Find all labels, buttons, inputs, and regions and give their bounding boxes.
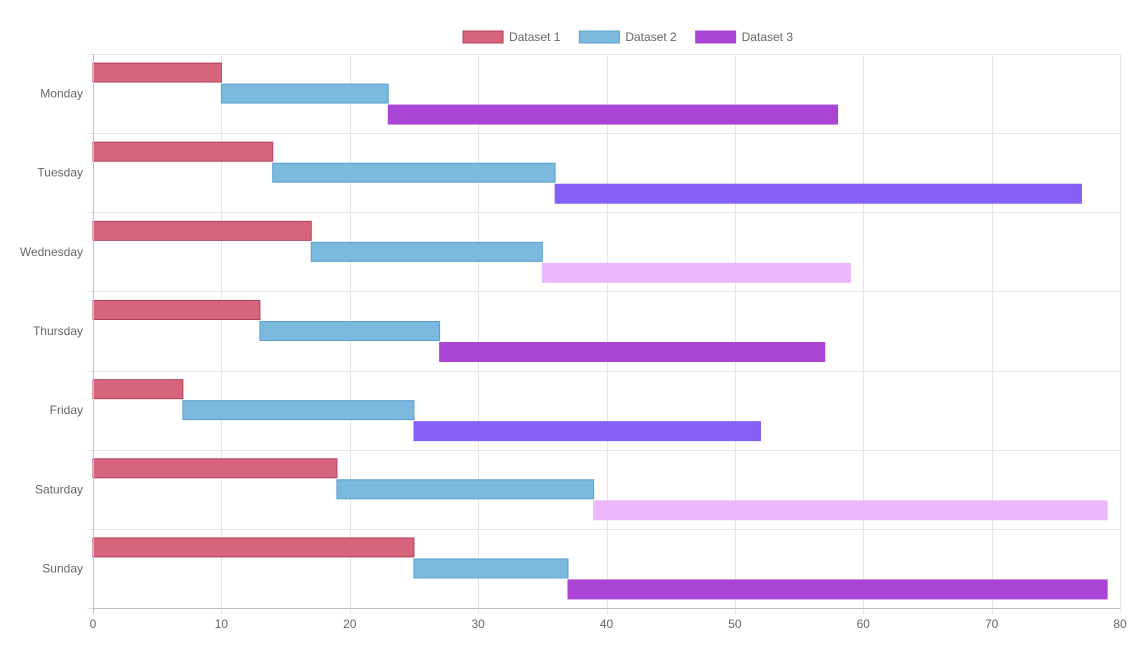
bar-dataset-1-friday[interactable] bbox=[92, 379, 184, 400]
x-tick-label: 10 bbox=[215, 617, 229, 631]
bars bbox=[92, 62, 1108, 600]
y-tick-label: Sunday bbox=[42, 561, 83, 575]
bar-dataset-1-wednesday[interactable] bbox=[92, 220, 312, 241]
x-tick-label: 50 bbox=[728, 617, 742, 631]
bar-dataset-2-wednesday[interactable] bbox=[310, 241, 543, 262]
bar-dataset-1-sunday[interactable] bbox=[92, 537, 415, 558]
x-tick-label: 0 bbox=[90, 617, 97, 631]
x-tick-label: 60 bbox=[857, 617, 871, 631]
axes: 0 10 20 30 40 50 60 70 80 Monday Tuesday Wednesday T… bbox=[20, 54, 1127, 631]
legend-swatch bbox=[578, 30, 620, 44]
x-tick-label: 40 bbox=[600, 617, 614, 631]
y-tick-label: Saturday bbox=[35, 482, 83, 496]
bar-dataset-2-saturday[interactable] bbox=[336, 479, 595, 500]
bar-dataset-3-friday[interactable] bbox=[413, 421, 762, 442]
bar-dataset-1-thursday[interactable] bbox=[92, 300, 261, 320]
legend-label: Dataset 3 bbox=[742, 30, 794, 44]
y-tick-label: Monday bbox=[40, 87, 83, 101]
legend-swatch bbox=[695, 30, 737, 44]
bar-dataset-3-monday[interactable] bbox=[387, 104, 839, 125]
bar-dataset-3-wednesday[interactable] bbox=[541, 262, 851, 283]
y-tick-label: Wednesday bbox=[20, 245, 83, 259]
bar-dataset-2-monday[interactable] bbox=[220, 83, 389, 104]
bar-dataset-2-friday[interactable] bbox=[182, 400, 415, 421]
legend-swatch bbox=[462, 30, 504, 44]
legend-label: Dataset 1 bbox=[509, 30, 561, 44]
bar-dataset-2-thursday[interactable] bbox=[259, 321, 441, 341]
y-tick-label: Friday bbox=[50, 403, 83, 417]
x-tick-label: 20 bbox=[343, 617, 357, 631]
x-tick-label: 70 bbox=[985, 617, 999, 631]
bar-dataset-2-tuesday[interactable] bbox=[272, 162, 556, 183]
legend-item-dataset-3[interactable]: Dataset 3 bbox=[695, 30, 794, 44]
legend[interactable]: Dataset 1 Dataset 2 Dataset 3 bbox=[462, 30, 794, 44]
grid-lines bbox=[87, 54, 1121, 614]
bar-dataset-3-thursday[interactable] bbox=[439, 342, 826, 362]
x-tick-label: 30 bbox=[471, 617, 485, 631]
legend-item-dataset-2[interactable]: Dataset 2 bbox=[578, 30, 677, 44]
y-tick-label: Thursday bbox=[33, 324, 83, 338]
x-tick-label: 80 bbox=[1113, 617, 1127, 631]
bar-dataset-1-saturday[interactable] bbox=[92, 458, 338, 479]
bar-dataset-1-monday[interactable] bbox=[92, 62, 222, 83]
y-tick-label: Tuesday bbox=[37, 166, 83, 180]
legend-label: Dataset 2 bbox=[625, 30, 677, 44]
bar-dataset-3-tuesday[interactable] bbox=[554, 183, 1082, 204]
bar-dataset-3-sunday[interactable] bbox=[567, 579, 1108, 600]
legend-item-dataset-1[interactable]: Dataset 1 bbox=[462, 30, 561, 44]
bar-dataset-1-tuesday[interactable] bbox=[92, 141, 274, 162]
bar-dataset-3-saturday[interactable] bbox=[593, 500, 1108, 521]
bar-dataset-2-sunday[interactable] bbox=[413, 558, 569, 579]
